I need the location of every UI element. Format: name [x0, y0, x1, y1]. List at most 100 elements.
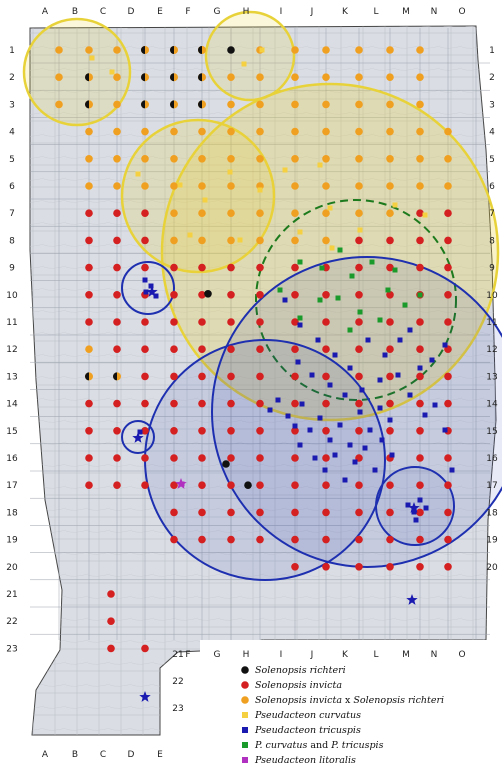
sample-dot	[291, 155, 299, 163]
sample-dot	[256, 291, 264, 299]
sample-dot	[256, 427, 264, 435]
sample-dot	[107, 590, 115, 598]
row-label-right: 3	[489, 100, 495, 110]
row-label-left: 20	[6, 563, 18, 573]
tricuspis-square	[337, 422, 343, 428]
sample-dot-mixed	[141, 73, 149, 82]
row-label-right: 20	[486, 563, 498, 573]
tricuspis-square	[397, 337, 403, 343]
row-label-left: 4	[9, 128, 15, 138]
legend-label-tricuspis: Pseudacteon tricuspis	[254, 725, 361, 736]
sample-dot	[386, 563, 394, 571]
sample-dot	[141, 127, 149, 136]
sample-dot	[291, 427, 299, 435]
sample-dot	[291, 291, 299, 299]
row-label-left: 6	[9, 182, 15, 192]
both-square	[319, 265, 325, 271]
column-label-bottom: K	[342, 650, 349, 660]
sample-dot	[355, 73, 363, 81]
sample-dot	[322, 182, 330, 190]
column-label-top: H	[243, 7, 250, 17]
row-label-left: 9	[9, 264, 15, 274]
tricuspis-square	[292, 423, 298, 429]
sample-dot	[256, 127, 264, 136]
sample-dot-mixed	[170, 73, 178, 82]
legend-symbol-litoralis	[242, 757, 248, 763]
tricuspis-square	[422, 412, 428, 418]
sample-dot	[85, 481, 93, 490]
sample-dot	[85, 127, 93, 136]
sample-dot	[386, 372, 394, 381]
sample-dot	[55, 46, 63, 54]
sample-dot	[416, 155, 424, 163]
sample-dot	[227, 399, 235, 408]
column-label-bottom: O	[458, 650, 465, 660]
sample-dot	[322, 127, 330, 136]
column-label-bottom: I	[280, 650, 283, 660]
sample-dot	[222, 460, 230, 468]
sample-dot	[256, 508, 264, 517]
sample-dot	[386, 127, 394, 136]
row-label-right: 7	[489, 209, 495, 219]
sample-dot	[256, 263, 264, 272]
sample-dot	[386, 155, 394, 163]
release-star-icon	[408, 502, 420, 513]
legend-symbol-invicta	[241, 681, 249, 689]
sample-dot-mixed	[141, 100, 149, 109]
sample-dot	[386, 318, 394, 326]
row-label-left: 22	[6, 617, 17, 627]
tricuspis-square	[297, 442, 303, 448]
row-label-left: 17	[6, 481, 17, 491]
tricuspis-square	[382, 352, 388, 358]
row-label-left: 12	[6, 345, 17, 355]
sample-dot	[198, 318, 206, 326]
sample-dot	[416, 318, 424, 326]
both-square	[385, 287, 391, 293]
sample-dot	[444, 182, 452, 190]
sample-dot	[198, 454, 206, 462]
sample-dot	[170, 291, 178, 299]
sample-dot	[113, 481, 121, 490]
legend-label-both: P. curvatus and P. tricuspis	[254, 740, 384, 751]
curvatus-square	[297, 229, 303, 235]
sample-dot	[416, 372, 424, 381]
sample-dot	[204, 290, 212, 298]
tricuspis-square	[407, 392, 413, 398]
sample-dot	[291, 454, 299, 462]
row-label-left: 13	[6, 372, 17, 382]
sample-dot	[113, 46, 121, 54]
both-square	[277, 287, 283, 293]
sample-dot	[170, 508, 178, 517]
both-square	[297, 315, 303, 321]
inset-row-label: 23	[172, 704, 183, 714]
row-label-left: 16	[6, 454, 18, 464]
tricuspis-square	[357, 409, 363, 415]
sample-dot	[113, 236, 121, 245]
row-label-right: 9	[489, 264, 495, 274]
sample-dot	[444, 372, 452, 381]
sample-dot	[256, 372, 264, 381]
sample-dot	[322, 454, 330, 462]
sample-dot	[256, 318, 264, 326]
tricuspis-square	[282, 297, 288, 303]
sample-dot	[444, 263, 452, 272]
sample-dot	[141, 345, 149, 354]
sample-dot	[386, 236, 394, 245]
row-label-right: 12	[486, 345, 497, 355]
legend-label-hybrid: Solenopsis invicta x Solenopsis richteri	[255, 695, 444, 706]
tricuspis-square	[332, 452, 338, 458]
row-label-right: 4	[489, 128, 495, 138]
tricuspis-square	[429, 357, 435, 363]
sample-dot	[170, 318, 178, 326]
sample-dot	[291, 563, 299, 571]
sample-dot	[227, 155, 235, 163]
legend: Solenopsis richteri Solenopsis invicta Sol…	[241, 665, 444, 766]
sample-dot	[355, 127, 363, 136]
sample-dot	[416, 100, 424, 109]
range-circle	[255, 199, 457, 401]
column-label-bottom: F	[185, 650, 190, 660]
sample-dot	[170, 372, 178, 381]
sample-dot	[291, 263, 299, 272]
sample-dot	[355, 427, 363, 435]
